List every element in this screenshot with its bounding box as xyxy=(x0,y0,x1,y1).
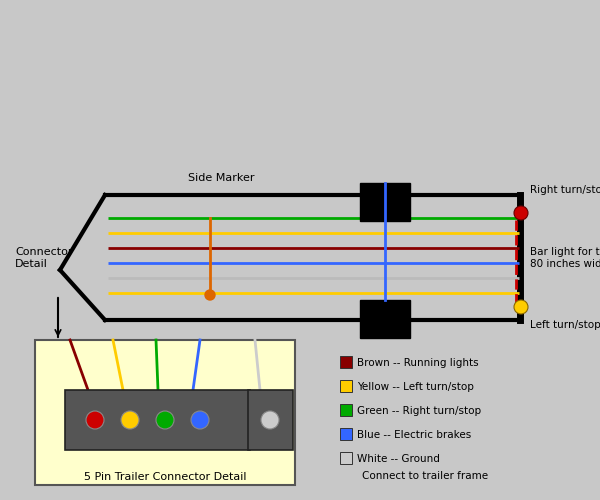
Text: Green -- Right turn/stop: Green -- Right turn/stop xyxy=(357,406,481,416)
Text: White -- Ground: White -- Ground xyxy=(357,454,440,464)
Circle shape xyxy=(156,411,174,429)
Bar xyxy=(248,390,293,450)
Text: Brown -- Running lights: Brown -- Running lights xyxy=(357,358,479,368)
Circle shape xyxy=(191,411,209,429)
Bar xyxy=(340,404,352,416)
Bar xyxy=(35,340,295,485)
Text: Yellow -- Left turn/stop: Yellow -- Left turn/stop xyxy=(357,382,474,392)
Circle shape xyxy=(514,206,528,220)
Text: Side Marker: Side Marker xyxy=(188,173,254,183)
Bar xyxy=(340,428,352,440)
Circle shape xyxy=(86,411,104,429)
Bar xyxy=(340,452,352,464)
Circle shape xyxy=(514,300,528,314)
Bar xyxy=(65,390,250,450)
Circle shape xyxy=(121,411,139,429)
Text: Bar light for trailers over
80 inches wide: Bar light for trailers over 80 inches wi… xyxy=(530,247,600,269)
Text: Blue -- Electric brakes: Blue -- Electric brakes xyxy=(357,430,471,440)
Text: Connect to trailer frame: Connect to trailer frame xyxy=(362,471,488,481)
Text: Connector
Detail: Connector Detail xyxy=(15,247,73,269)
Circle shape xyxy=(205,290,215,300)
Bar xyxy=(340,380,352,392)
Bar xyxy=(360,300,410,338)
Text: 5 Pin Trailer Connector Detail: 5 Pin Trailer Connector Detail xyxy=(84,472,246,482)
Text: Right turn/stop: Right turn/stop xyxy=(530,185,600,195)
Bar xyxy=(340,356,352,368)
Text: Left turn/stop: Left turn/stop xyxy=(530,320,600,330)
Bar xyxy=(360,183,410,221)
Circle shape xyxy=(261,411,279,429)
